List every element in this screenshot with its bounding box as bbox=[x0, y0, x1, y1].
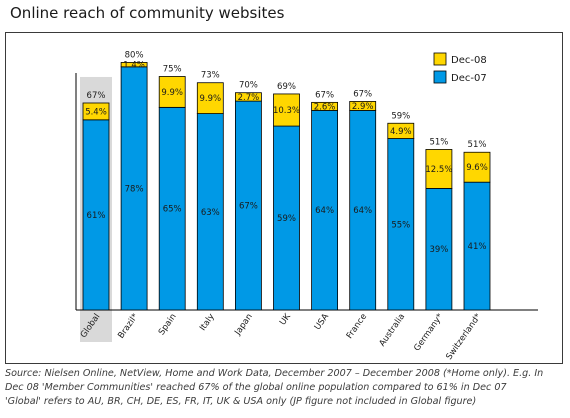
source-note: Source: Nielsen Online, NetView, Home an… bbox=[5, 367, 565, 409]
x-tick-label: Switzerland* bbox=[444, 312, 483, 362]
bar-dec08 bbox=[234, 92, 262, 102]
x-tick-label: Germany* bbox=[412, 312, 445, 353]
legend-label-dec07: Dec-07 bbox=[451, 73, 487, 84]
total-label: 80% bbox=[125, 50, 144, 60]
chart-panel: 61% 5.4% 67% Global 78% 1.4% 80% Brazil* 65% 9.9%… bbox=[5, 32, 563, 364]
dec08-value-label: 2.7% bbox=[238, 93, 260, 103]
legend-swatch-dec07 bbox=[433, 70, 447, 84]
bar-dec08 bbox=[311, 101, 339, 111]
bar-dec07 bbox=[196, 113, 224, 311]
dec08-value-label: 2.6% bbox=[314, 102, 336, 112]
total-label: 67% bbox=[315, 90, 334, 100]
source-line: Source: Nielsen Online, NetView, Home an… bbox=[5, 368, 544, 379]
dec08-value-label: 2.9% bbox=[352, 102, 374, 112]
bar-dec08 bbox=[273, 93, 300, 127]
bar-dec08 bbox=[425, 149, 453, 189]
x-tick-label: Spain bbox=[157, 312, 179, 337]
bar-dec07 bbox=[234, 100, 262, 311]
bar-dec07 bbox=[120, 66, 148, 311]
bar-dec07 bbox=[463, 181, 491, 311]
bar-dec07 bbox=[273, 125, 300, 311]
x-tick-label: France bbox=[345, 312, 369, 341]
bar-dec08 bbox=[82, 102, 110, 121]
dec07-value-label: 55% bbox=[391, 220, 410, 230]
dec08-value-label: 9.6% bbox=[466, 163, 488, 173]
dec07-value-label: 59% bbox=[277, 214, 296, 224]
source-line: 'Global' refers to AU, BR, CH, DE, ES, F… bbox=[5, 396, 477, 407]
chart-plot: 61%5.4%67%Global78%1.4%80%Brazil*65%9.9%… bbox=[75, 50, 538, 362]
bar-dec08 bbox=[349, 101, 377, 111]
dec07-value-label: 61% bbox=[87, 211, 106, 221]
x-tick-label: Italy bbox=[198, 312, 217, 333]
chart-title: Online reach of community websites bbox=[10, 4, 285, 22]
x-tick-label: Japan bbox=[232, 312, 254, 338]
bar-dec07 bbox=[349, 110, 377, 311]
bar-dec07 bbox=[425, 188, 453, 311]
total-label: 75% bbox=[163, 64, 182, 74]
dec07-value-label: 64% bbox=[353, 206, 372, 216]
x-tick-label: Brazil* bbox=[116, 312, 140, 341]
bar-dec08 bbox=[120, 62, 148, 68]
total-label: 69% bbox=[277, 82, 296, 92]
bar-dec07 bbox=[158, 106, 186, 311]
dec08-value-label: 12.5% bbox=[425, 165, 452, 175]
total-label: 70% bbox=[239, 81, 258, 91]
dec07-value-label: 64% bbox=[315, 206, 334, 216]
bar-dec07 bbox=[82, 119, 110, 311]
dec08-value-label: 9.9% bbox=[161, 88, 183, 98]
bar-dec08 bbox=[158, 76, 186, 108]
dec07-value-label: 78% bbox=[125, 184, 144, 194]
dec08-value-label: 1.4% bbox=[123, 61, 145, 71]
dec08-value-label: 4.9% bbox=[390, 127, 412, 137]
bar-dec08 bbox=[387, 122, 415, 139]
legend-swatch-dec08 bbox=[433, 52, 447, 66]
total-label: 67% bbox=[353, 89, 372, 99]
total-label: 59% bbox=[391, 111, 410, 121]
bar-dec07 bbox=[311, 110, 339, 311]
bar-dec08 bbox=[196, 82, 224, 114]
total-label: 67% bbox=[87, 91, 106, 101]
bar-dec07 bbox=[387, 138, 415, 311]
dec08-value-label: 9.9% bbox=[199, 94, 221, 104]
dec07-value-label: 67% bbox=[239, 202, 258, 212]
dec08-value-label: 10.3% bbox=[273, 106, 300, 116]
dec07-value-label: 39% bbox=[429, 245, 448, 255]
total-label: 73% bbox=[201, 71, 220, 81]
x-tick-label: Australia bbox=[377, 312, 407, 349]
total-label: 51% bbox=[429, 137, 448, 147]
dec07-value-label: 65% bbox=[163, 205, 182, 215]
x-tick-label: USA bbox=[313, 312, 331, 332]
dec07-value-label: 63% bbox=[201, 208, 220, 218]
dec07-value-label: 41% bbox=[468, 242, 487, 252]
x-tick-label: UK bbox=[278, 312, 293, 328]
bar-dec08 bbox=[463, 151, 491, 183]
source-line: Dec 08 'Member Communities' reached 67% … bbox=[5, 382, 507, 393]
legend-label-dec08: Dec-08 bbox=[451, 55, 487, 66]
dec08-value-label: 5.4% bbox=[85, 107, 107, 117]
total-label: 51% bbox=[468, 140, 487, 150]
